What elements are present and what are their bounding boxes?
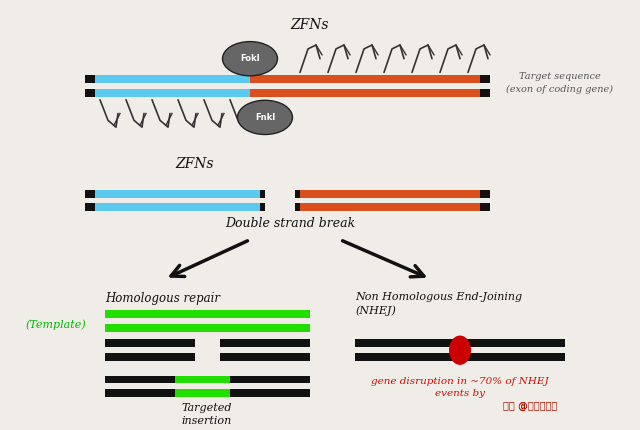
- Text: Targeted
insertion: Targeted insertion: [182, 403, 232, 426]
- Bar: [175, 376, 230, 384]
- Bar: [220, 353, 310, 361]
- Text: Target sequence
(exon of coding gene): Target sequence (exon of coding gene): [506, 72, 614, 94]
- Bar: [250, 89, 480, 97]
- Bar: [295, 203, 490, 211]
- Bar: [220, 339, 310, 347]
- Bar: [95, 75, 250, 83]
- Bar: [355, 353, 565, 361]
- Bar: [95, 89, 250, 97]
- Text: Double strand break: Double strand break: [225, 217, 355, 230]
- Bar: [95, 190, 260, 198]
- Bar: [355, 339, 565, 347]
- Ellipse shape: [237, 100, 292, 135]
- Text: FnkI: FnkI: [255, 113, 275, 122]
- Text: Homologous repair: Homologous repair: [105, 292, 220, 304]
- Bar: [300, 190, 480, 198]
- Bar: [85, 190, 265, 198]
- Bar: [105, 310, 310, 318]
- Bar: [175, 389, 230, 397]
- Bar: [300, 203, 480, 211]
- Text: 头条 @来看世界呀: 头条 @来看世界呀: [503, 401, 557, 411]
- Bar: [95, 203, 260, 211]
- Bar: [85, 89, 490, 97]
- Text: (Template): (Template): [25, 319, 86, 330]
- Bar: [105, 353, 195, 361]
- Bar: [295, 190, 490, 198]
- Text: ZFNs: ZFNs: [291, 18, 329, 32]
- Ellipse shape: [449, 335, 471, 365]
- Bar: [105, 376, 310, 384]
- Text: gene disruption in ~70% of NHEJ
events by: gene disruption in ~70% of NHEJ events b…: [371, 377, 549, 398]
- Bar: [85, 75, 490, 83]
- Bar: [105, 324, 310, 332]
- Bar: [105, 389, 310, 397]
- Bar: [85, 203, 265, 211]
- Text: Non Homologous End-Joining
(NHEJ): Non Homologous End-Joining (NHEJ): [355, 292, 522, 316]
- Ellipse shape: [223, 42, 278, 76]
- Text: ZFNs: ZFNs: [176, 157, 214, 171]
- Bar: [250, 75, 480, 83]
- Bar: [105, 339, 195, 347]
- Text: Fokl: Fokl: [240, 54, 260, 63]
